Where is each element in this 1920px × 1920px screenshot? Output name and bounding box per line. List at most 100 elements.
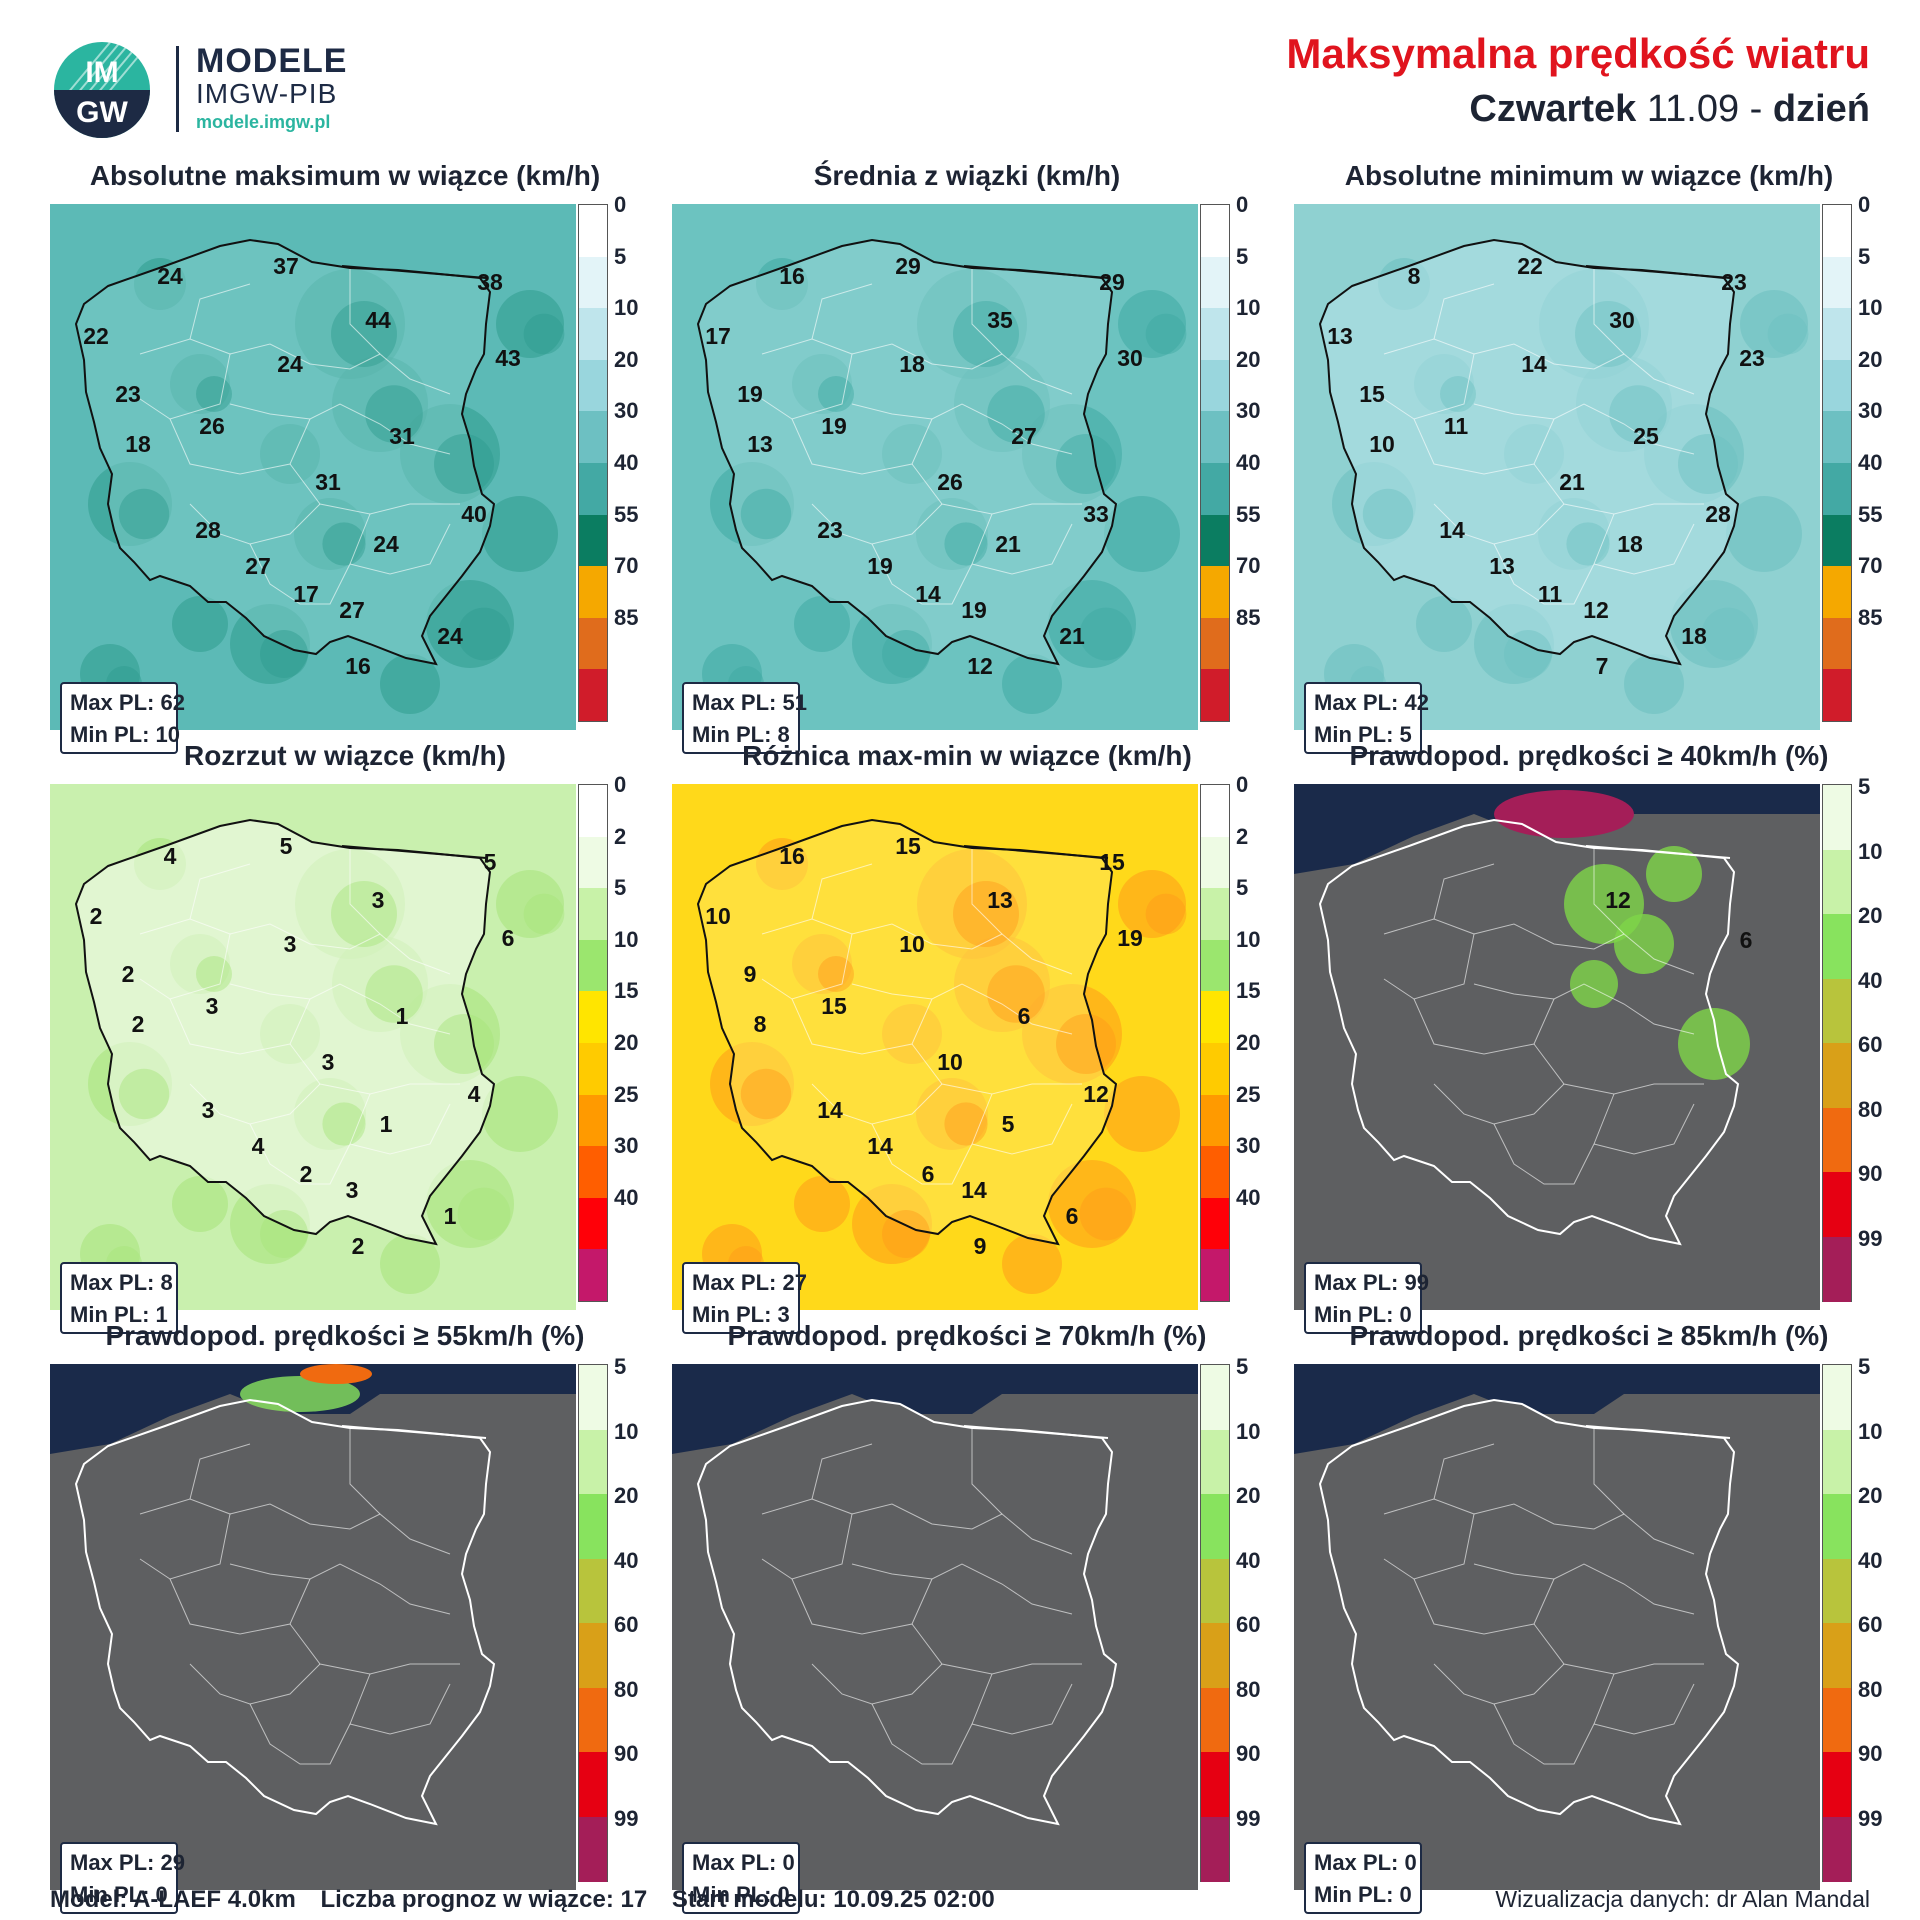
colorbar-segment [1201, 1623, 1229, 1688]
map-value-label: 2 [352, 1233, 365, 1259]
stat-box: Max PL: 8 Min PL: 1 [60, 1262, 178, 1334]
colorbar-tick-label: 85 [614, 604, 639, 630]
region-border [971, 1428, 1003, 1515]
region-border [189, 863, 251, 920]
map-canvas[interactable]: 16 15 15 10 13 19 9 10 15 8 6 10 12 14 14 5 6 14 6 9 [672, 784, 1198, 1310]
field-patch [1118, 290, 1186, 358]
colorbar-tick-label: 0 [1236, 772, 1249, 797]
sea-area [1294, 1364, 1820, 1454]
colorbar-segment [1201, 617, 1229, 670]
forecast-map[interactable]: 16 29 29 17 35 30 19 18 19 13 27 26 33 23 19 21 14 19 21 12 [672, 204, 1198, 730]
forecast-map[interactable] [50, 1364, 576, 1890]
colorbar-segment [579, 514, 607, 567]
map-value-label: 4 [164, 843, 177, 869]
forecast-map[interactable] [672, 1364, 1198, 1890]
region-border [1413, 418, 1555, 475]
colorbar-segment [579, 1752, 607, 1817]
region-border [1473, 1503, 1695, 1555]
forecast-map[interactable]: 12 6 [1294, 784, 1820, 1310]
colorbar-segment [1201, 1094, 1229, 1147]
map-value-label: 16 [779, 263, 805, 289]
map-value-label: 5 [1002, 1111, 1015, 1137]
map-value-label: 29 [895, 253, 921, 279]
map-canvas[interactable]: 8 22 23 13 30 23 15 14 11 10 25 21 28 14 13 18 11 12 18 7 [1294, 204, 1820, 730]
colorbar-segment [579, 1197, 607, 1250]
colorbar-segment [1201, 1752, 1229, 1817]
map-canvas[interactable]: 4 5 5 2 3 6 2 3 3 2 1 3 4 3 4 1 2 3 1 2 [50, 784, 576, 1310]
forecast-map[interactable] [1294, 1364, 1820, 1890]
map-value-label: 12 [967, 653, 993, 679]
field-patch [496, 290, 564, 358]
colorbar-segment [579, 1816, 607, 1882]
map-value-label: 33 [1083, 501, 1109, 527]
region-border [169, 1578, 311, 1635]
map-value-label: 6 [1018, 1003, 1031, 1029]
map-canvas[interactable] [50, 1364, 576, 1890]
map-canvas[interactable]: 16 29 29 17 35 30 19 18 19 13 27 26 33 23 19 21 14 19 21 12 [672, 204, 1198, 730]
colorbar-tick-label: 40 [1236, 1184, 1261, 1210]
region-border [249, 1673, 371, 1765]
forecast-map[interactable]: 16 15 15 10 13 19 9 10 15 8 6 10 12 14 14 5 6 14 6 9 [672, 784, 1198, 1310]
region-border [249, 513, 371, 605]
border-line [341, 845, 487, 859]
colorbar-segment [1201, 1558, 1229, 1624]
map-value-label: 23 [817, 517, 843, 543]
stat-min: Min PL: 8 [692, 722, 790, 747]
region-border [1413, 1578, 1555, 1635]
map-value-label: 13 [1489, 553, 1515, 579]
stat-max: Max PL: 0 [692, 1850, 795, 1875]
colorbar-segment [579, 308, 607, 361]
map-value-label: 1 [380, 1111, 393, 1137]
map-value-label: 10 [899, 931, 925, 957]
region-border [139, 1498, 231, 1580]
region-border [871, 1093, 993, 1185]
poland-land [1320, 240, 1738, 664]
stat-max: Max PL: 27 [692, 1270, 807, 1295]
map-canvas[interactable] [1294, 1364, 1820, 1890]
colorbar-segment [1201, 1249, 1229, 1302]
brand-url[interactable]: modele.imgw.pl [196, 112, 331, 132]
map-value-label: 3 [322, 1049, 335, 1075]
forecast-map[interactable]: 24 37 38 22 44 43 23 24 26 18 31 31 40 28 27 24 17 27 24 16 [50, 204, 576, 730]
forecast-map[interactable]: 8 22 23 13 30 23 15 14 11 10 25 21 28 14 13 18 11 12 18 7 [1294, 204, 1820, 730]
colorbar-segment [1201, 514, 1229, 567]
map-value-label: 24 [157, 263, 183, 289]
map-panel: Prawdopod. prędkości ≥ 40km/h (%) 12 6 Max … [1294, 740, 1884, 1334]
field-patch [1416, 596, 1472, 652]
map-value-label: 25 [1633, 423, 1659, 449]
field-patch [1002, 654, 1062, 714]
probability-patch [1678, 1008, 1750, 1080]
region-border [1433, 283, 1495, 340]
map-canvas[interactable] [672, 1364, 1198, 1890]
field-patch [1079, 1187, 1133, 1241]
colorbar-tick-label: 60 [1236, 1612, 1261, 1637]
colorbar-segment [579, 1043, 607, 1096]
panel-title: Prawdopod. prędkości ≥ 70km/h (%) [727, 1320, 1207, 1351]
map-value-label: 28 [1705, 501, 1731, 527]
colorbar-tick-label: 40 [1236, 1547, 1261, 1573]
stat-max: Max PL: 62 [70, 690, 185, 715]
region-border [229, 1503, 451, 1555]
region-border [1593, 523, 1695, 575]
colorbar-segment [1201, 1197, 1229, 1250]
region-border [851, 983, 1073, 1035]
field-patch [457, 1187, 511, 1241]
field-patch [457, 607, 511, 661]
colorbar-segment [1823, 256, 1851, 309]
map-canvas[interactable]: 12 6 [1294, 784, 1820, 1310]
field-patch [118, 1068, 170, 1120]
map-canvas[interactable]: 24 37 38 22 44 43 23 24 26 18 31 31 40 28 27 24 17 27 24 16 [50, 204, 576, 730]
poland-land [1320, 1400, 1738, 1824]
map-value-label: 15 [821, 993, 847, 1019]
colorbar-segment [1823, 205, 1851, 258]
colorbar-tick-label: 20 [1236, 1030, 1261, 1055]
colorbar-tick-label: 99 [1858, 1805, 1883, 1831]
region-border [811, 1443, 873, 1500]
region-border [1433, 863, 1495, 920]
colorbar-segment [1823, 914, 1851, 979]
map-value-label: 3 [202, 1097, 215, 1123]
colorbar-tick-label: 25 [614, 1081, 639, 1107]
forecast-map[interactable]: 4 5 5 2 3 6 2 3 3 2 1 3 4 3 4 1 2 3 1 2 [50, 784, 576, 1310]
model-start: Start modelu: 10.09.25 02:00 [671, 1886, 995, 1913]
colorbar-tick-label: 40 [614, 450, 639, 475]
